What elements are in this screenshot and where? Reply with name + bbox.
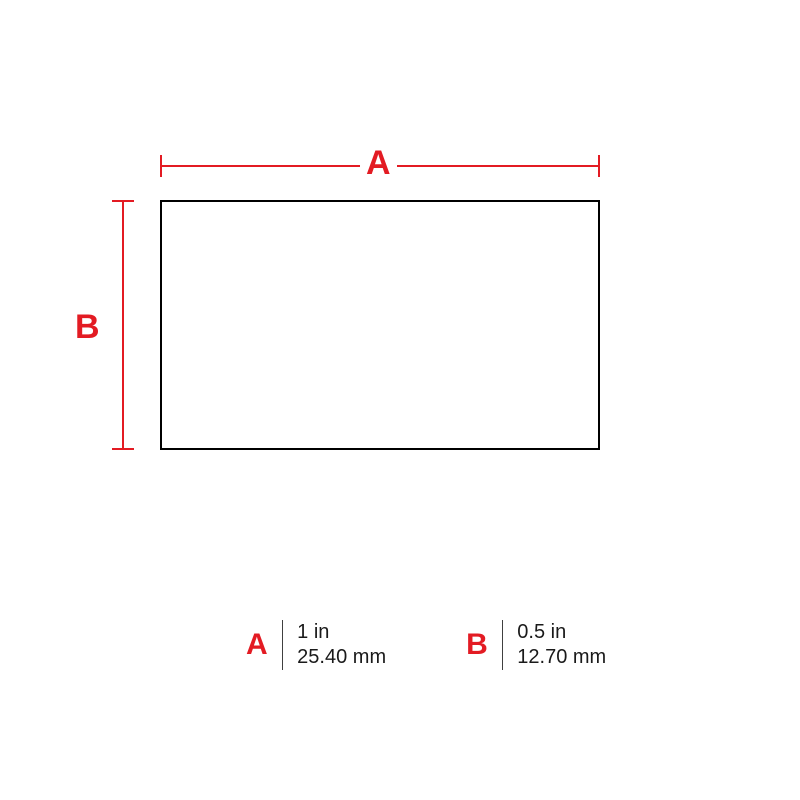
- diagram-canvas: A B A 1 in 25.40 mm B 0.5 in 12.70 mm: [0, 0, 800, 800]
- dimension-a-label: A: [360, 144, 397, 183]
- dimension-b-cap-bottom: [112, 448, 134, 450]
- legend-a-values: 1 in 25.40 mm: [297, 620, 386, 670]
- legend-a-inches: 1 in: [297, 620, 386, 645]
- legend-b-letter: B: [466, 630, 488, 660]
- legend-b-values: 0.5 in 12.70 mm: [517, 620, 606, 670]
- legend-b-inches: 0.5 in: [517, 620, 606, 645]
- legend-a-letter: A: [246, 630, 268, 660]
- dimension-a-cap-right: [598, 155, 600, 177]
- label-rectangle: [160, 200, 600, 450]
- dimension-b-bar: [122, 200, 124, 450]
- dimension-legend: A 1 in 25.40 mm B 0.5 in 12.70 mm: [246, 620, 606, 670]
- legend-item-a: A 1 in 25.40 mm: [246, 620, 386, 670]
- legend-b-mm: 12.70 mm: [517, 645, 606, 670]
- dimension-b-cap-top: [112, 200, 134, 202]
- legend-a-separator: [282, 620, 284, 670]
- legend-item-b: B 0.5 in 12.70 mm: [466, 620, 606, 670]
- dimension-a-cap-left: [160, 155, 162, 177]
- legend-a-mm: 25.40 mm: [297, 645, 386, 670]
- legend-b-separator: [502, 620, 504, 670]
- dimension-b-label: B: [75, 308, 100, 347]
